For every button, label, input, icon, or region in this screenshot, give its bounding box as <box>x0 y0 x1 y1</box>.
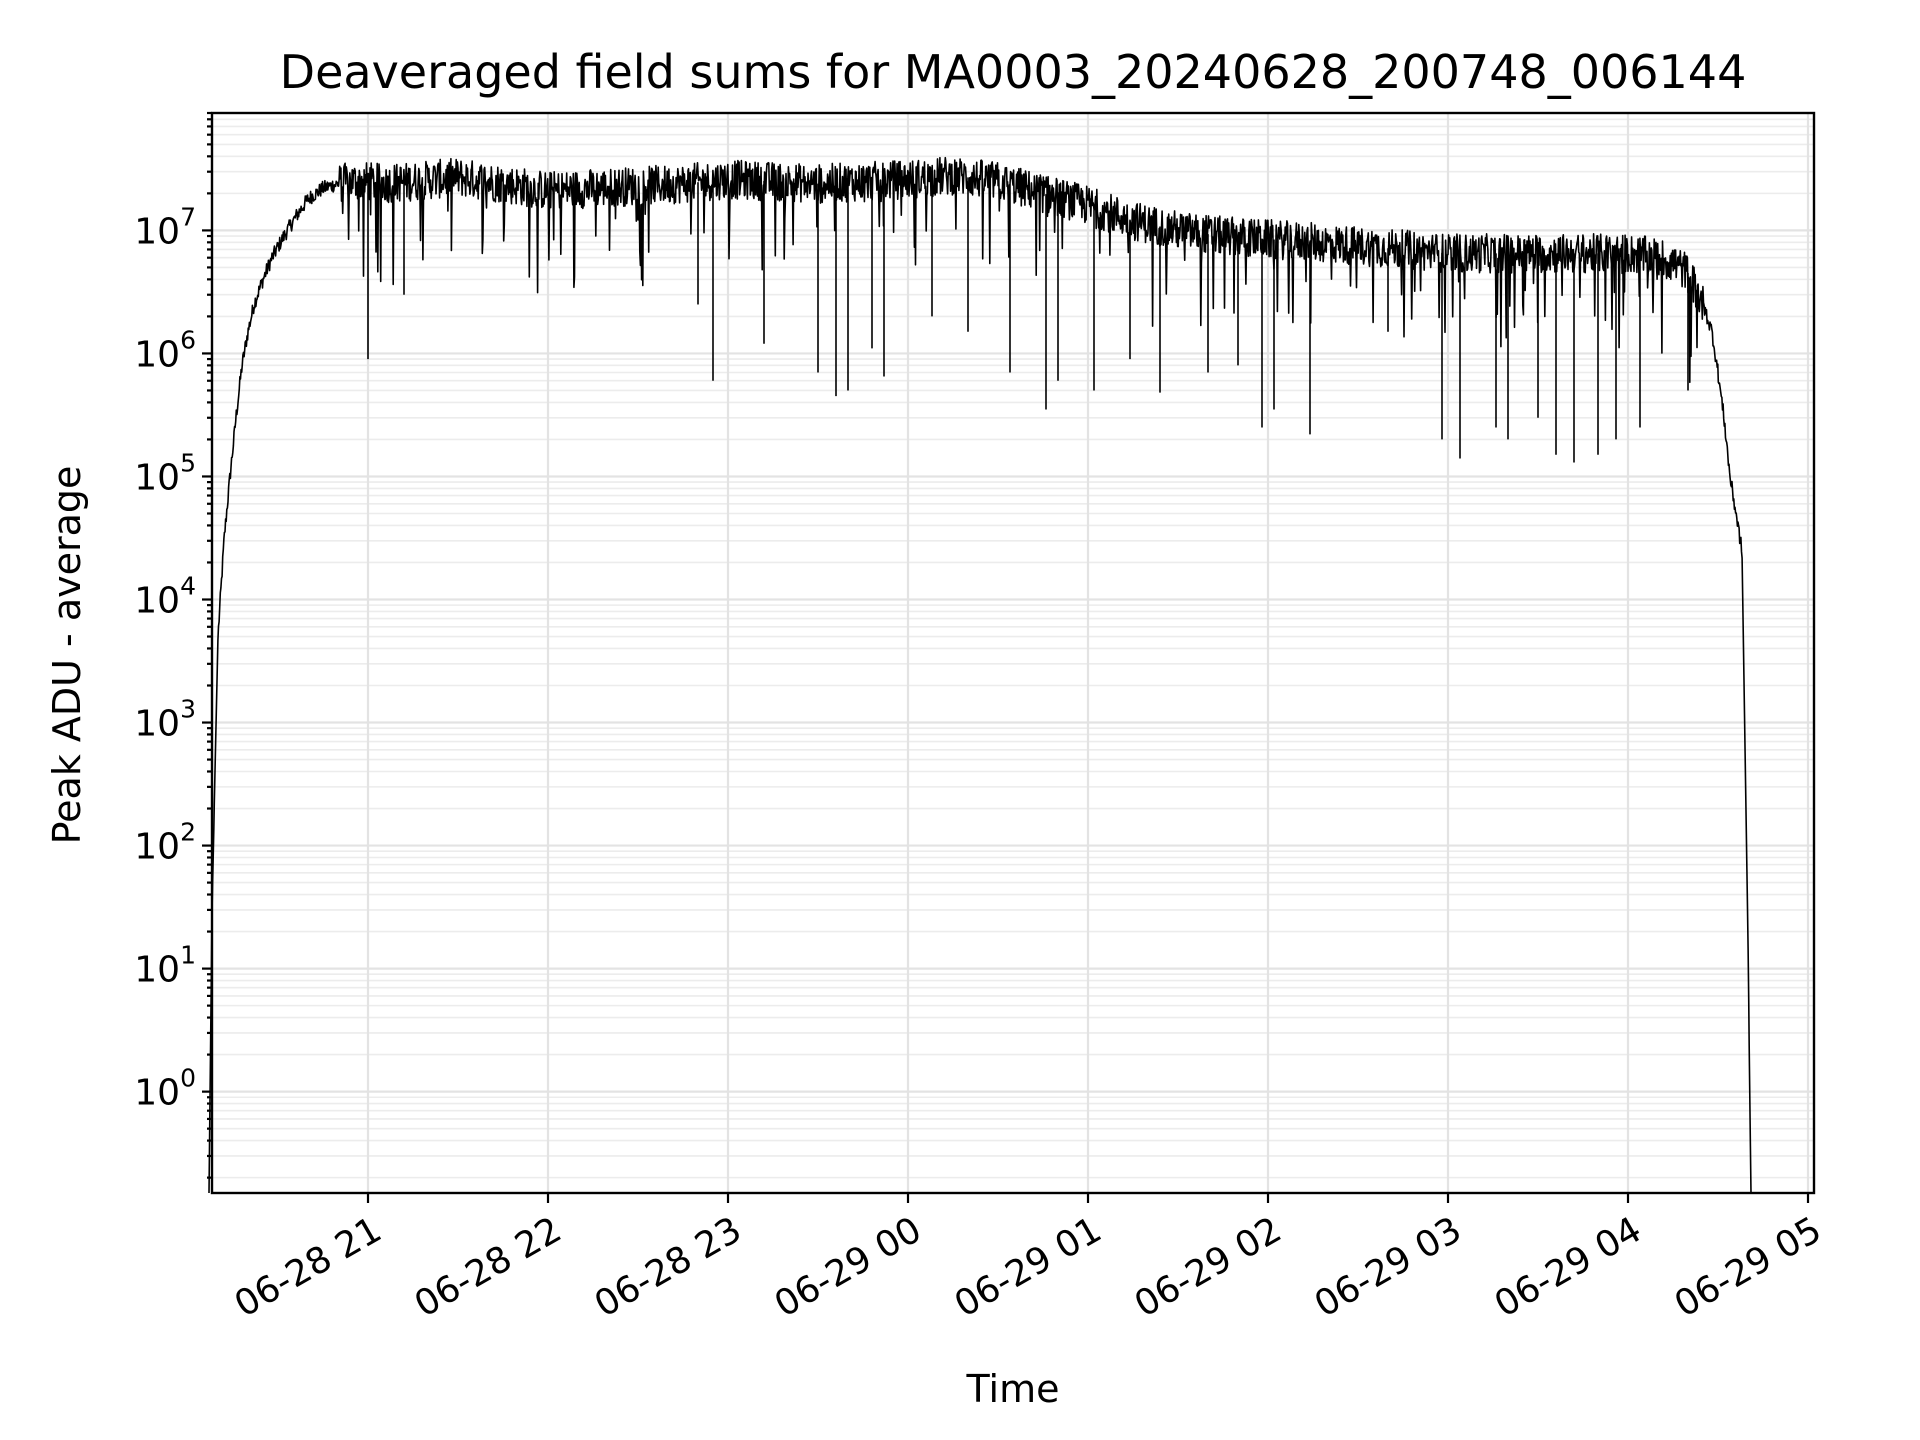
y-tick-label: 107 <box>134 202 196 252</box>
chart-title: Deaveraged field sums for MA0003_2024062… <box>280 45 1747 99</box>
y-tick-label: 102 <box>134 818 196 868</box>
series <box>208 156 1755 1194</box>
y-axis-label: Peak ADU - average <box>45 466 89 845</box>
plot-frame <box>210 111 1816 1195</box>
y-tick-label: 101 <box>134 941 196 991</box>
y-tick-label: 105 <box>134 448 196 498</box>
y-axis: 100 101 102 103 104 105 106 107 <box>134 111 212 1179</box>
y-tick-label: 100 <box>134 1064 196 1114</box>
y-tick-label: 106 <box>134 325 196 375</box>
x-axis-label: Time <box>966 1367 1060 1411</box>
y-tick-label: 103 <box>134 695 196 745</box>
y-tick-label: 104 <box>134 572 196 622</box>
